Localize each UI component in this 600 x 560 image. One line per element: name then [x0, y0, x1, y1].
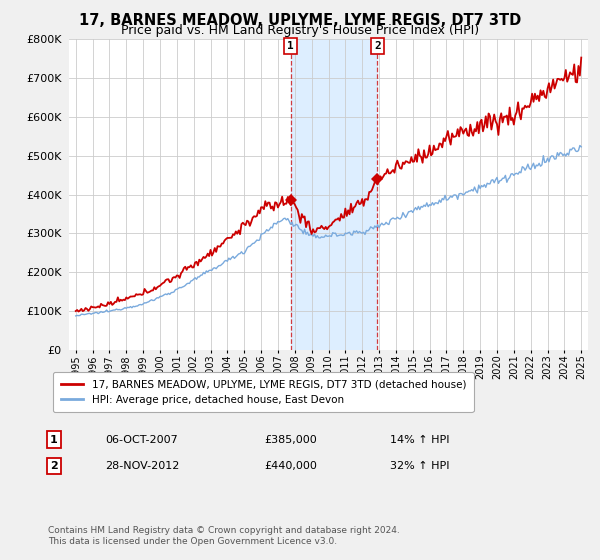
Text: Price paid vs. HM Land Registry's House Price Index (HPI): Price paid vs. HM Land Registry's House … [121, 24, 479, 37]
Legend: 17, BARNES MEADOW, UPLYME, LYME REGIS, DT7 3TD (detached house), HPI: Average pr: 17, BARNES MEADOW, UPLYME, LYME REGIS, D… [53, 372, 473, 412]
Text: This data is licensed under the Open Government Licence v3.0.: This data is licensed under the Open Gov… [48, 538, 337, 547]
Text: 17, BARNES MEADOW, UPLYME, LYME REGIS, DT7 3TD: 17, BARNES MEADOW, UPLYME, LYME REGIS, D… [79, 13, 521, 28]
Text: 14% ↑ HPI: 14% ↑ HPI [390, 435, 449, 445]
Text: 32% ↑ HPI: 32% ↑ HPI [390, 461, 449, 471]
Text: 28-NOV-2012: 28-NOV-2012 [105, 461, 179, 471]
Text: 2: 2 [50, 461, 58, 471]
Text: 2: 2 [374, 41, 381, 51]
Bar [290, 39, 377, 350]
Text: £385,000: £385,000 [264, 435, 317, 445]
Text: 06-OCT-2007: 06-OCT-2007 [105, 435, 178, 445]
Text: 1: 1 [287, 41, 294, 51]
Text: Contains HM Land Registry data © Crown copyright and database right 2024.: Contains HM Land Registry data © Crown c… [48, 526, 400, 535]
Text: 1: 1 [50, 435, 58, 445]
Text: £440,000: £440,000 [264, 461, 317, 471]
